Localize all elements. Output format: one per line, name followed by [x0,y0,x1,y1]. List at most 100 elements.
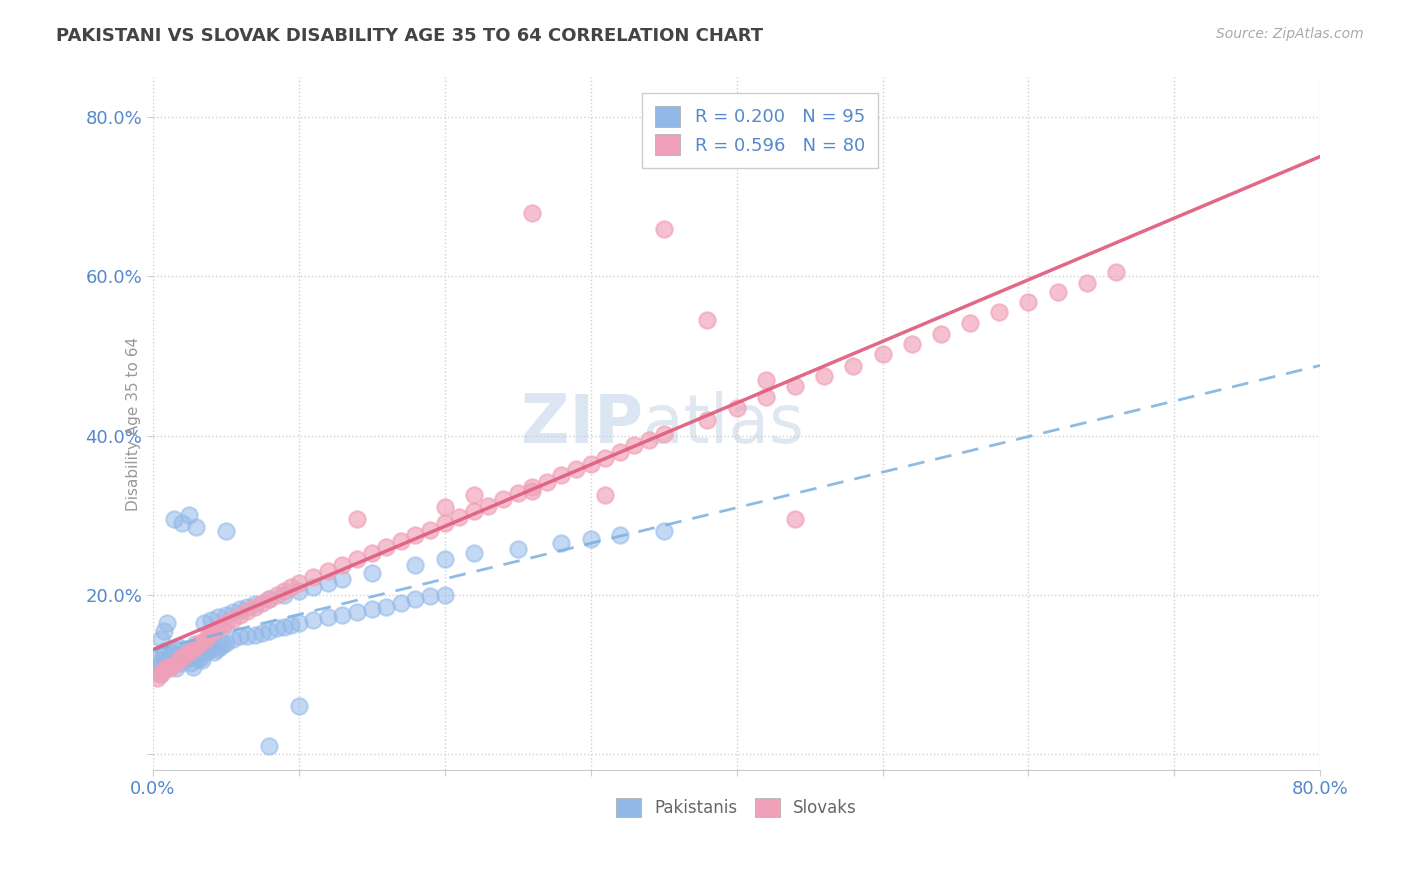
Point [208,640,231,654]
Point [155,661,177,675]
Point [520,206,543,220]
Point [193,615,215,630]
Point [222,606,245,620]
Point [150,632,173,646]
Point [177,645,200,659]
Point [165,661,187,675]
Point [177,645,200,659]
Point [696,413,718,427]
Point [433,500,456,515]
Point [1076,276,1098,290]
Point [211,618,233,632]
Point [186,520,208,534]
Point [280,618,302,632]
Point [236,599,259,614]
Point [207,621,229,635]
Point [696,313,718,327]
Point [375,599,398,614]
Point [173,648,195,662]
Point [332,607,354,622]
Point [146,664,169,678]
Point [187,651,209,665]
Point [181,642,204,657]
Point [1046,285,1069,300]
Point [929,326,952,341]
Point [316,576,339,591]
Point [287,583,309,598]
Point [152,648,174,662]
Point [404,528,426,542]
Point [266,621,288,635]
Point [148,651,170,665]
Point [463,488,485,502]
Point [404,591,426,606]
Point [200,613,222,627]
Point [170,516,193,531]
Point [593,488,616,502]
Point [214,607,236,622]
Point [623,438,645,452]
Point [202,624,225,638]
Point [346,512,368,526]
Point [433,552,456,566]
Point [162,655,184,669]
Point [202,645,225,659]
Point [259,739,281,753]
Point [194,645,217,659]
Point [872,347,894,361]
Point [184,637,207,651]
Point [652,221,675,235]
Point [163,657,186,672]
Point [170,650,193,665]
Point [146,672,169,686]
Point [404,558,426,572]
Point [959,316,981,330]
Point [150,667,173,681]
Text: PAKISTANI VS SLOVAK DISABILITY AGE 35 TO 64 CORRELATION CHART: PAKISTANI VS SLOVAK DISABILITY AGE 35 TO… [56,27,763,45]
Point [193,634,215,648]
Point [725,401,748,415]
Point [145,659,167,673]
Point [243,598,266,612]
Point [492,492,515,507]
Point [197,629,219,643]
Point [160,645,183,659]
Point [259,624,281,638]
Point [190,650,212,665]
Point [163,512,186,526]
Point [273,620,295,634]
Point [375,540,398,554]
Point [346,606,368,620]
Point [170,651,193,665]
Point [609,444,631,458]
Point [302,580,325,594]
Point [250,596,273,610]
Point [222,612,245,626]
Point [149,667,172,681]
Point [842,359,865,373]
Point [389,596,412,610]
Point [520,484,543,499]
Point [207,610,229,624]
Point [988,305,1011,319]
Point [433,588,456,602]
Point [153,664,176,678]
Point [214,635,236,649]
Point [163,642,186,657]
Point [259,591,281,606]
Point [186,648,208,662]
Point [229,629,252,643]
Point [302,613,325,627]
Point [266,588,288,602]
Point [346,552,368,566]
Y-axis label: Disability Age 35 to 64: Disability Age 35 to 64 [127,336,142,511]
Point [205,642,228,657]
Point [316,564,339,578]
Point [259,591,281,606]
Point [159,657,181,672]
Point [419,590,441,604]
Point [214,615,236,630]
Point [536,475,558,489]
Point [1105,265,1128,279]
Point [153,643,176,657]
